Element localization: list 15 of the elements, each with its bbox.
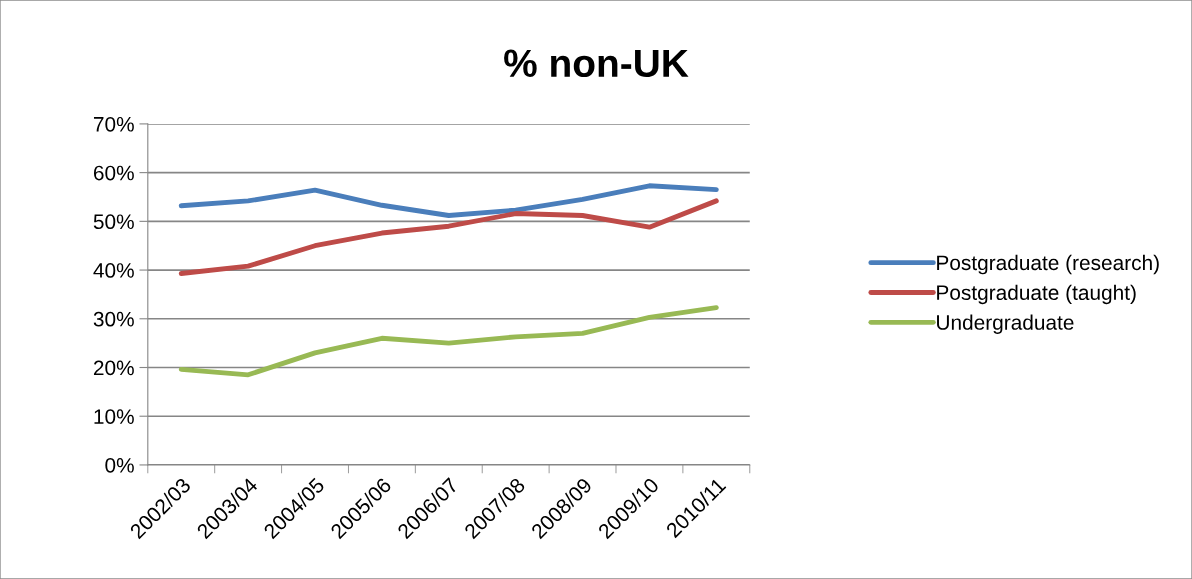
y-tick-label: 50%: [93, 214, 134, 230]
y-tick-label: 40%: [93, 263, 134, 278]
y-tick-label: 30%: [93, 311, 134, 327]
y-tick-label: 10%: [94, 409, 134, 424]
line-series: [178, 305, 719, 378]
y-tick-label: 70%: [93, 116, 134, 132]
legend-label: Undergraduate: [937, 314, 1074, 334]
legend-label: Postgraduate (research): [937, 254, 1159, 275]
line-series: [178, 198, 719, 276]
line-series: [178, 183, 719, 218]
legend-label: Postgraduate (taught): [937, 284, 1136, 305]
y-tick-label: 20%: [93, 360, 134, 376]
chart-title: % non-UK: [504, 49, 689, 78]
y-tick-label: 60%: [93, 165, 134, 181]
y-tick-label: 0%: [105, 457, 134, 473]
